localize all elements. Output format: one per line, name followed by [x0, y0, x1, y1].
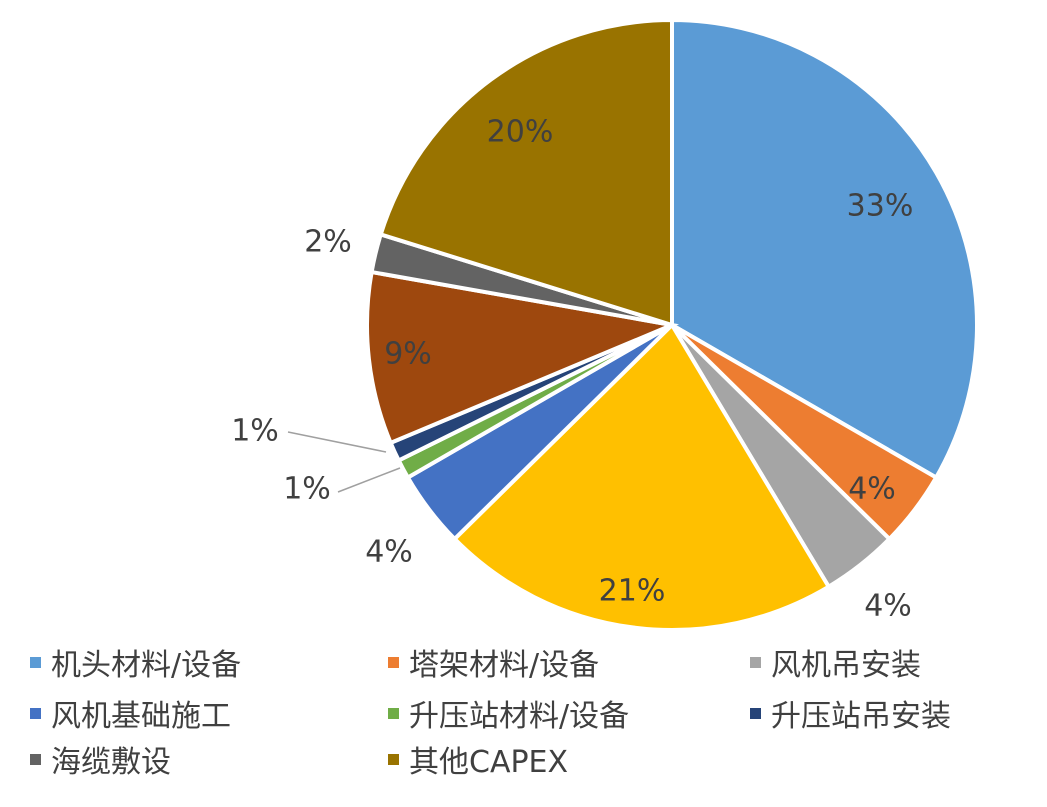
data-label: 20% — [487, 115, 554, 150]
legend-label: 机头材料/设备 — [51, 648, 242, 683]
legend-item: 机头材料/设备 — [30, 640, 241, 684]
legend-item: 升压站吊安装 — [750, 691, 951, 735]
legend-item: 其他CAPEX — [388, 737, 568, 781]
legend-item: 风机吊安装 — [750, 640, 921, 684]
pie-slice — [378, 17, 674, 328]
legend-swatch — [750, 656, 761, 668]
legend-swatch — [388, 656, 399, 668]
legend-label: 其他CAPEX — [409, 745, 569, 780]
data-label: 1% — [231, 414, 279, 449]
legend-swatch — [30, 707, 41, 719]
legend-swatch — [750, 707, 761, 719]
data-label: 21% — [599, 574, 666, 609]
pie-chart: 33% 4% 4% 21% 4% 1%1% 9% 2% 20% — [231, 17, 979, 632]
legend-label: 风机基础施工 — [51, 699, 231, 734]
data-label: 2% — [304, 225, 352, 260]
data-label: 4% — [864, 589, 912, 624]
legend-swatch — [388, 753, 399, 765]
data-label: 33% — [847, 189, 914, 224]
pie-slice — [670, 17, 979, 481]
data-label: 4% — [848, 472, 896, 507]
legend-item: 升压站材料/设备 — [388, 691, 629, 735]
legend-label: 升压站材料/设备 — [409, 699, 630, 734]
legend-label: 风机吊安装 — [771, 648, 921, 683]
data-label: 1% — [283, 472, 331, 507]
legend-swatch — [388, 707, 399, 719]
legend-swatch — [30, 656, 41, 668]
legend-label: 塔架材料/设备 — [409, 648, 600, 683]
data-label: 4% — [365, 535, 413, 570]
leader-line — [337, 467, 401, 493]
legend-item: 风机基础施工 — [30, 691, 231, 735]
legend-item: 塔架材料/设备 — [388, 640, 599, 684]
pie-slice — [365, 269, 680, 446]
pie-slice — [451, 321, 832, 632]
legend-item: 海缆敷设 — [30, 737, 171, 781]
leader-line — [287, 431, 387, 453]
legend-label: 升压站吊安装 — [771, 699, 951, 734]
legend-label: 海缆敷设 — [51, 745, 171, 780]
legend-swatch — [30, 753, 41, 765]
data-label: 9% — [384, 337, 432, 372]
